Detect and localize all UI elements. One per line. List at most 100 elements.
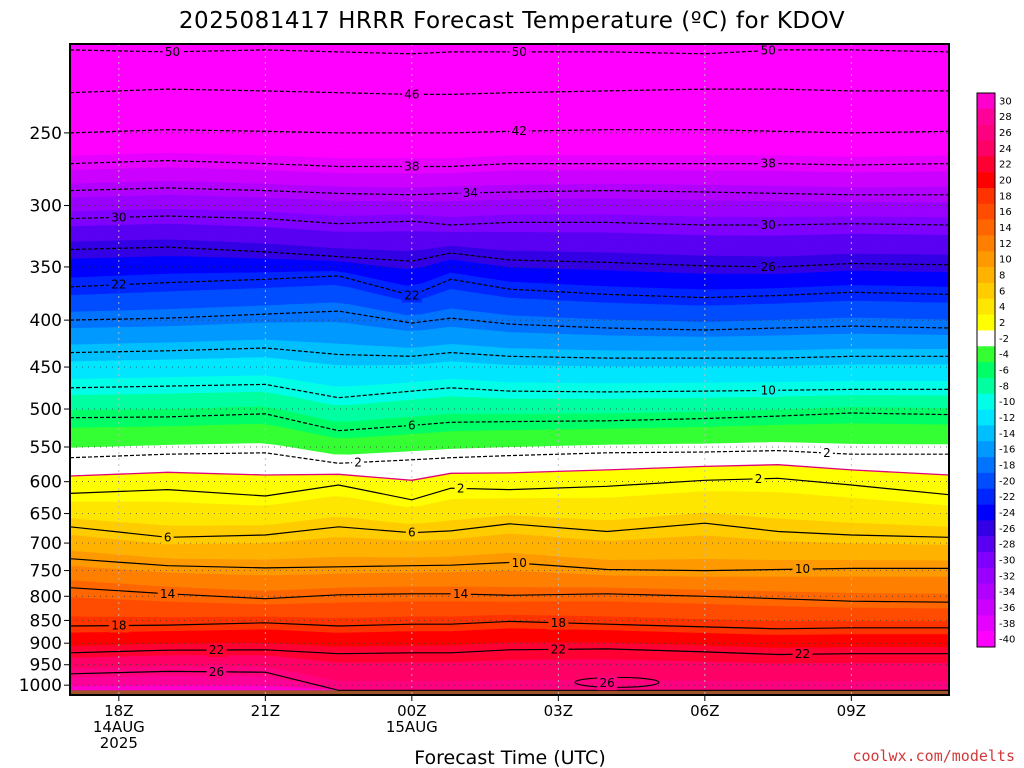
isotherm-line (70, 522, 949, 538)
isotherm-line (70, 587, 949, 603)
colorbar-cell (977, 504, 995, 521)
isotherm-label-bg (401, 87, 422, 102)
colorbar-label: -14 (999, 429, 1015, 440)
isotherm-label: 2 (823, 446, 831, 460)
colorbar-cell (977, 441, 995, 458)
isotherm-label-bg (108, 277, 129, 292)
colorbar-cell (977, 567, 995, 584)
isotherm-label: 38 (404, 159, 419, 173)
colorbar-cell (977, 457, 995, 474)
colorbar-label: 24 (999, 144, 1012, 155)
colorbar-cell (977, 124, 995, 141)
isotherm-label-bg (405, 525, 418, 540)
y-tick-label: 400 (30, 311, 62, 331)
colorbar-label: -16 (999, 445, 1015, 456)
isotherm-label: 10 (761, 383, 776, 397)
isotherm-label: 26 (761, 260, 776, 274)
isotherm-label: 2 (755, 472, 763, 486)
colorbar-cell (977, 203, 995, 220)
y-tick-label: 600 (30, 473, 62, 493)
isotherm-label: 14 (453, 587, 468, 601)
colorbar-cell (977, 172, 995, 189)
colorbar-label: 10 (999, 255, 1012, 266)
y-tick-label: 250 (30, 124, 62, 144)
colorbar-label: 30 (999, 96, 1012, 107)
colorbar-cell (977, 251, 995, 268)
isotherm-label-bg (752, 471, 765, 486)
y-tick-label: 350 (30, 258, 62, 278)
isotherm-label: 2 (354, 455, 362, 469)
isotherm-line (70, 310, 949, 331)
isotherm-label-bg (509, 556, 530, 571)
isotherm-label: 10 (512, 556, 527, 570)
colorbar-label: 20 (999, 176, 1012, 187)
isotherm-label-bg (460, 185, 481, 200)
isotherm-label: 6 (408, 418, 416, 432)
x-tick-label: 09Z (837, 702, 866, 720)
colorbar-label: 14 (999, 223, 1012, 234)
colorbar-label: 26 (999, 128, 1012, 139)
colorbar-label: -24 (999, 508, 1015, 519)
isotherm-label: 30 (111, 210, 126, 224)
isotherm-label-bg (792, 562, 813, 577)
colorbar-cell (977, 314, 995, 331)
colorbar-cell (977, 425, 995, 442)
isotherm-label: 22 (209, 643, 224, 657)
isotherm-label: 18 (551, 616, 566, 630)
colorbar: 30 28 26 24 22 20 18 16 14 12 10 8 6 4 2 -2 -4 -6 -8 -10 -12… (976, 92, 1015, 648)
isotherm-label-bg (509, 44, 530, 59)
isotherm-label-bg (157, 586, 178, 601)
isotherm-label-bg (758, 44, 779, 58)
isotherm-label: 14 (160, 587, 175, 601)
isotherm-label-bg (597, 676, 618, 691)
colorbar-label: -20 (999, 476, 1015, 487)
isotherm-label: 22 (551, 642, 566, 656)
colorbar-cell (977, 267, 995, 284)
isotherm-line (70, 670, 949, 691)
colorbar-label: 6 (999, 286, 1005, 297)
colorbar-label: -6 (999, 366, 1009, 377)
isotherm-label: 34 (463, 186, 478, 200)
colorbar-cell (977, 615, 995, 632)
isotherm-line (70, 246, 949, 268)
isotherm-line (70, 449, 949, 464)
colorbar-frame (976, 92, 996, 648)
isotherm-line (70, 412, 949, 432)
y-tick-label: 850 (30, 611, 62, 631)
colorbar-label: 4 (999, 302, 1005, 313)
x-tick-label: 03Z (544, 702, 573, 720)
colorbar-label: -38 (999, 619, 1015, 630)
isotherm-label-bg (758, 217, 779, 232)
isotherm-line (70, 88, 949, 95)
colorbar-cell (977, 409, 995, 426)
isotherm-label-bg (401, 159, 422, 174)
colorbar-cell (977, 377, 995, 395)
isotherm-line (70, 347, 949, 359)
x-tick-label: 00Z (397, 702, 426, 720)
isotherm-label: 10 (795, 562, 810, 576)
colorbar-cell (977, 346, 995, 363)
colorbar-cell (977, 219, 995, 236)
colorbar-cell (977, 362, 995, 379)
colorbar-cell (977, 156, 995, 173)
colorbar-cell (977, 583, 995, 600)
y-tick-label: 300 (30, 197, 62, 217)
isotherm-label-bg (206, 664, 227, 679)
isotherm-label: 22 (404, 288, 419, 302)
x-tick-label: 21Z (251, 702, 280, 720)
ground-layer (70, 690, 949, 695)
x-tick-label: 2025 (100, 734, 138, 752)
colorbar-label: -34 (999, 587, 1015, 598)
isotherm-line (70, 215, 949, 226)
isotherm-label-bg (548, 642, 569, 657)
colorbar-cell (977, 536, 995, 553)
isotherm-line (70, 159, 949, 168)
colorbar-label: 12 (999, 239, 1012, 250)
isotherm-label-bg (161, 530, 174, 545)
freezing-line (70, 464, 949, 481)
isotherm-label-bg (206, 642, 227, 657)
y-tick-label: 550 (30, 438, 62, 458)
